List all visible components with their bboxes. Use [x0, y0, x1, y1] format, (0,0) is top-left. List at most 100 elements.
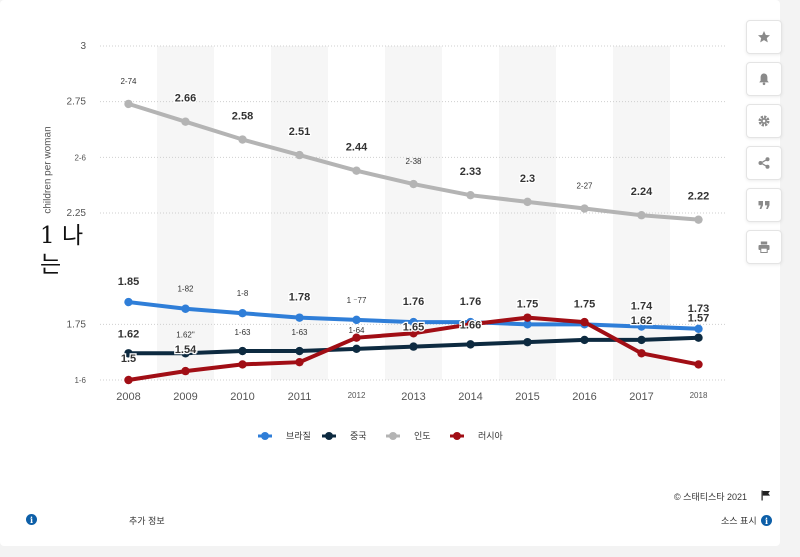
data-point: [295, 150, 304, 160]
x-tick-label: 2013: [401, 391, 425, 403]
x-tick-label: 2016: [572, 391, 596, 403]
data-label: 2.33: [460, 166, 481, 178]
data-point: [694, 360, 703, 369]
data-point: [580, 335, 589, 345]
y-tick-label: 2-6: [74, 153, 86, 162]
data-point: [694, 215, 703, 224]
data-label: 1.54: [175, 344, 197, 356]
data-point: [124, 349, 133, 358]
x-tick-label: 2018: [690, 391, 708, 400]
data-label: 2.58: [232, 111, 253, 123]
data-point: [637, 349, 646, 358]
x-tick-label: 2012: [348, 391, 366, 400]
data-label: 1.65: [403, 322, 424, 334]
data-label: 1-64: [348, 326, 365, 335]
data-labels: 2-74 2.66 2.58 2.51 2.44 2-38 2.33 2.3 2-27 2.24 2…: [117, 77, 711, 366]
data-label: 1.62: [118, 328, 139, 340]
settings-button[interactable]: [746, 104, 782, 138]
data-label: 1-63: [234, 328, 251, 337]
data-label: 2.44: [346, 142, 368, 154]
y-axis-ticks: 3 2.75 2-6 2.25 1.75 1-6: [67, 41, 87, 385]
data-label: 2.66: [175, 93, 196, 105]
data-label: 1 ⁻77: [347, 296, 367, 305]
share-icon: [758, 157, 770, 169]
y-tick-label: 1.75: [67, 319, 87, 330]
favorite-button[interactable]: [746, 20, 782, 54]
data-point: [466, 340, 475, 349]
data-point: [181, 366, 190, 376]
show-source-link[interactable]: 소스 표시: [721, 516, 757, 526]
data-point: [409, 342, 418, 351]
more-info-link[interactable]: 추가 정보: [129, 516, 165, 526]
copyright-text[interactable]: © 스태티스타 2021: [674, 492, 748, 502]
legend-label: 러시아: [478, 431, 504, 441]
data-label: 1.75: [574, 298, 595, 310]
data-point: [523, 320, 532, 329]
y-tick-label: 2.25: [67, 208, 87, 219]
data-point: [580, 204, 589, 213]
data-label: 1.74: [631, 301, 653, 313]
data-point: [238, 346, 247, 356]
quote-icon: [758, 201, 770, 209]
data-point: [295, 357, 304, 367]
data-label: 1.5: [121, 353, 136, 365]
data-label: 2.3: [520, 173, 535, 185]
data-point: [694, 324, 703, 333]
data-label: 1-63: [291, 328, 308, 337]
data-point: [523, 337, 532, 347]
data-point: [523, 313, 532, 322]
share-button[interactable]: [746, 146, 782, 180]
data-label: 2.24: [631, 186, 653, 198]
data-point: [181, 117, 190, 126]
data-point: [181, 349, 190, 358]
data-point: [295, 346, 304, 356]
x-tick-label: 2017: [629, 391, 653, 403]
data-point: [694, 333, 703, 342]
data-label: 1.76: [460, 296, 481, 308]
star-icon: [758, 31, 770, 43]
x-tick-label: 2010: [230, 391, 254, 403]
data-point: [637, 335, 646, 345]
side-overlay-text: 1 나는: [40, 223, 84, 278]
gear-icon: [758, 115, 770, 127]
data-point: [466, 190, 475, 200]
info-icon[interactable]: i: [26, 514, 37, 525]
data-label: 1.73: [688, 303, 709, 315]
legend-marker: [453, 432, 461, 440]
cite-button[interactable]: [746, 188, 782, 222]
y-tick-label: 1-6: [74, 376, 86, 385]
source-info-icon[interactable]: i: [761, 515, 772, 526]
y-tick-label: 2.75: [67, 97, 87, 108]
x-tick-label: 2011: [288, 391, 312, 403]
data-point: [466, 320, 475, 329]
data-label: 1.85: [118, 276, 139, 288]
data-point: [124, 297, 133, 307]
data-point: [124, 99, 133, 109]
data-label: 1-82: [177, 285, 194, 294]
legend-marker: [325, 432, 333, 440]
data-point: [238, 360, 247, 369]
data-label: 1.66: [460, 319, 481, 331]
data-label: 1.78: [289, 292, 310, 304]
data-point: [637, 322, 646, 331]
data-point: [238, 309, 247, 318]
flag-icon[interactable]: [761, 490, 771, 501]
data-point: [352, 333, 361, 342]
legend-label: 브라질: [286, 430, 311, 441]
data-label: 2-74: [120, 77, 137, 86]
data-label: 1.57: [688, 313, 709, 325]
print-button[interactable]: [746, 230, 782, 264]
series-lines: [124, 99, 703, 385]
data-label: 2-27: [576, 182, 593, 191]
data-point: [409, 329, 418, 338]
x-axis-ticks: 2008 2009 2010 2011 2012 2013 2014 2015 2016 2017…: [116, 391, 708, 403]
y-axis-label: children per woman: [42, 126, 54, 214]
data-point: [238, 135, 247, 144]
data-label: 2.22: [688, 191, 709, 203]
legend-label: 중국: [350, 431, 367, 441]
x-tick-label: 2014: [458, 391, 482, 403]
data-point: [352, 166, 361, 175]
notification-button[interactable]: [746, 62, 782, 96]
x-tick-label: 2009: [173, 391, 197, 403]
data-label: 1.62: [631, 315, 652, 327]
